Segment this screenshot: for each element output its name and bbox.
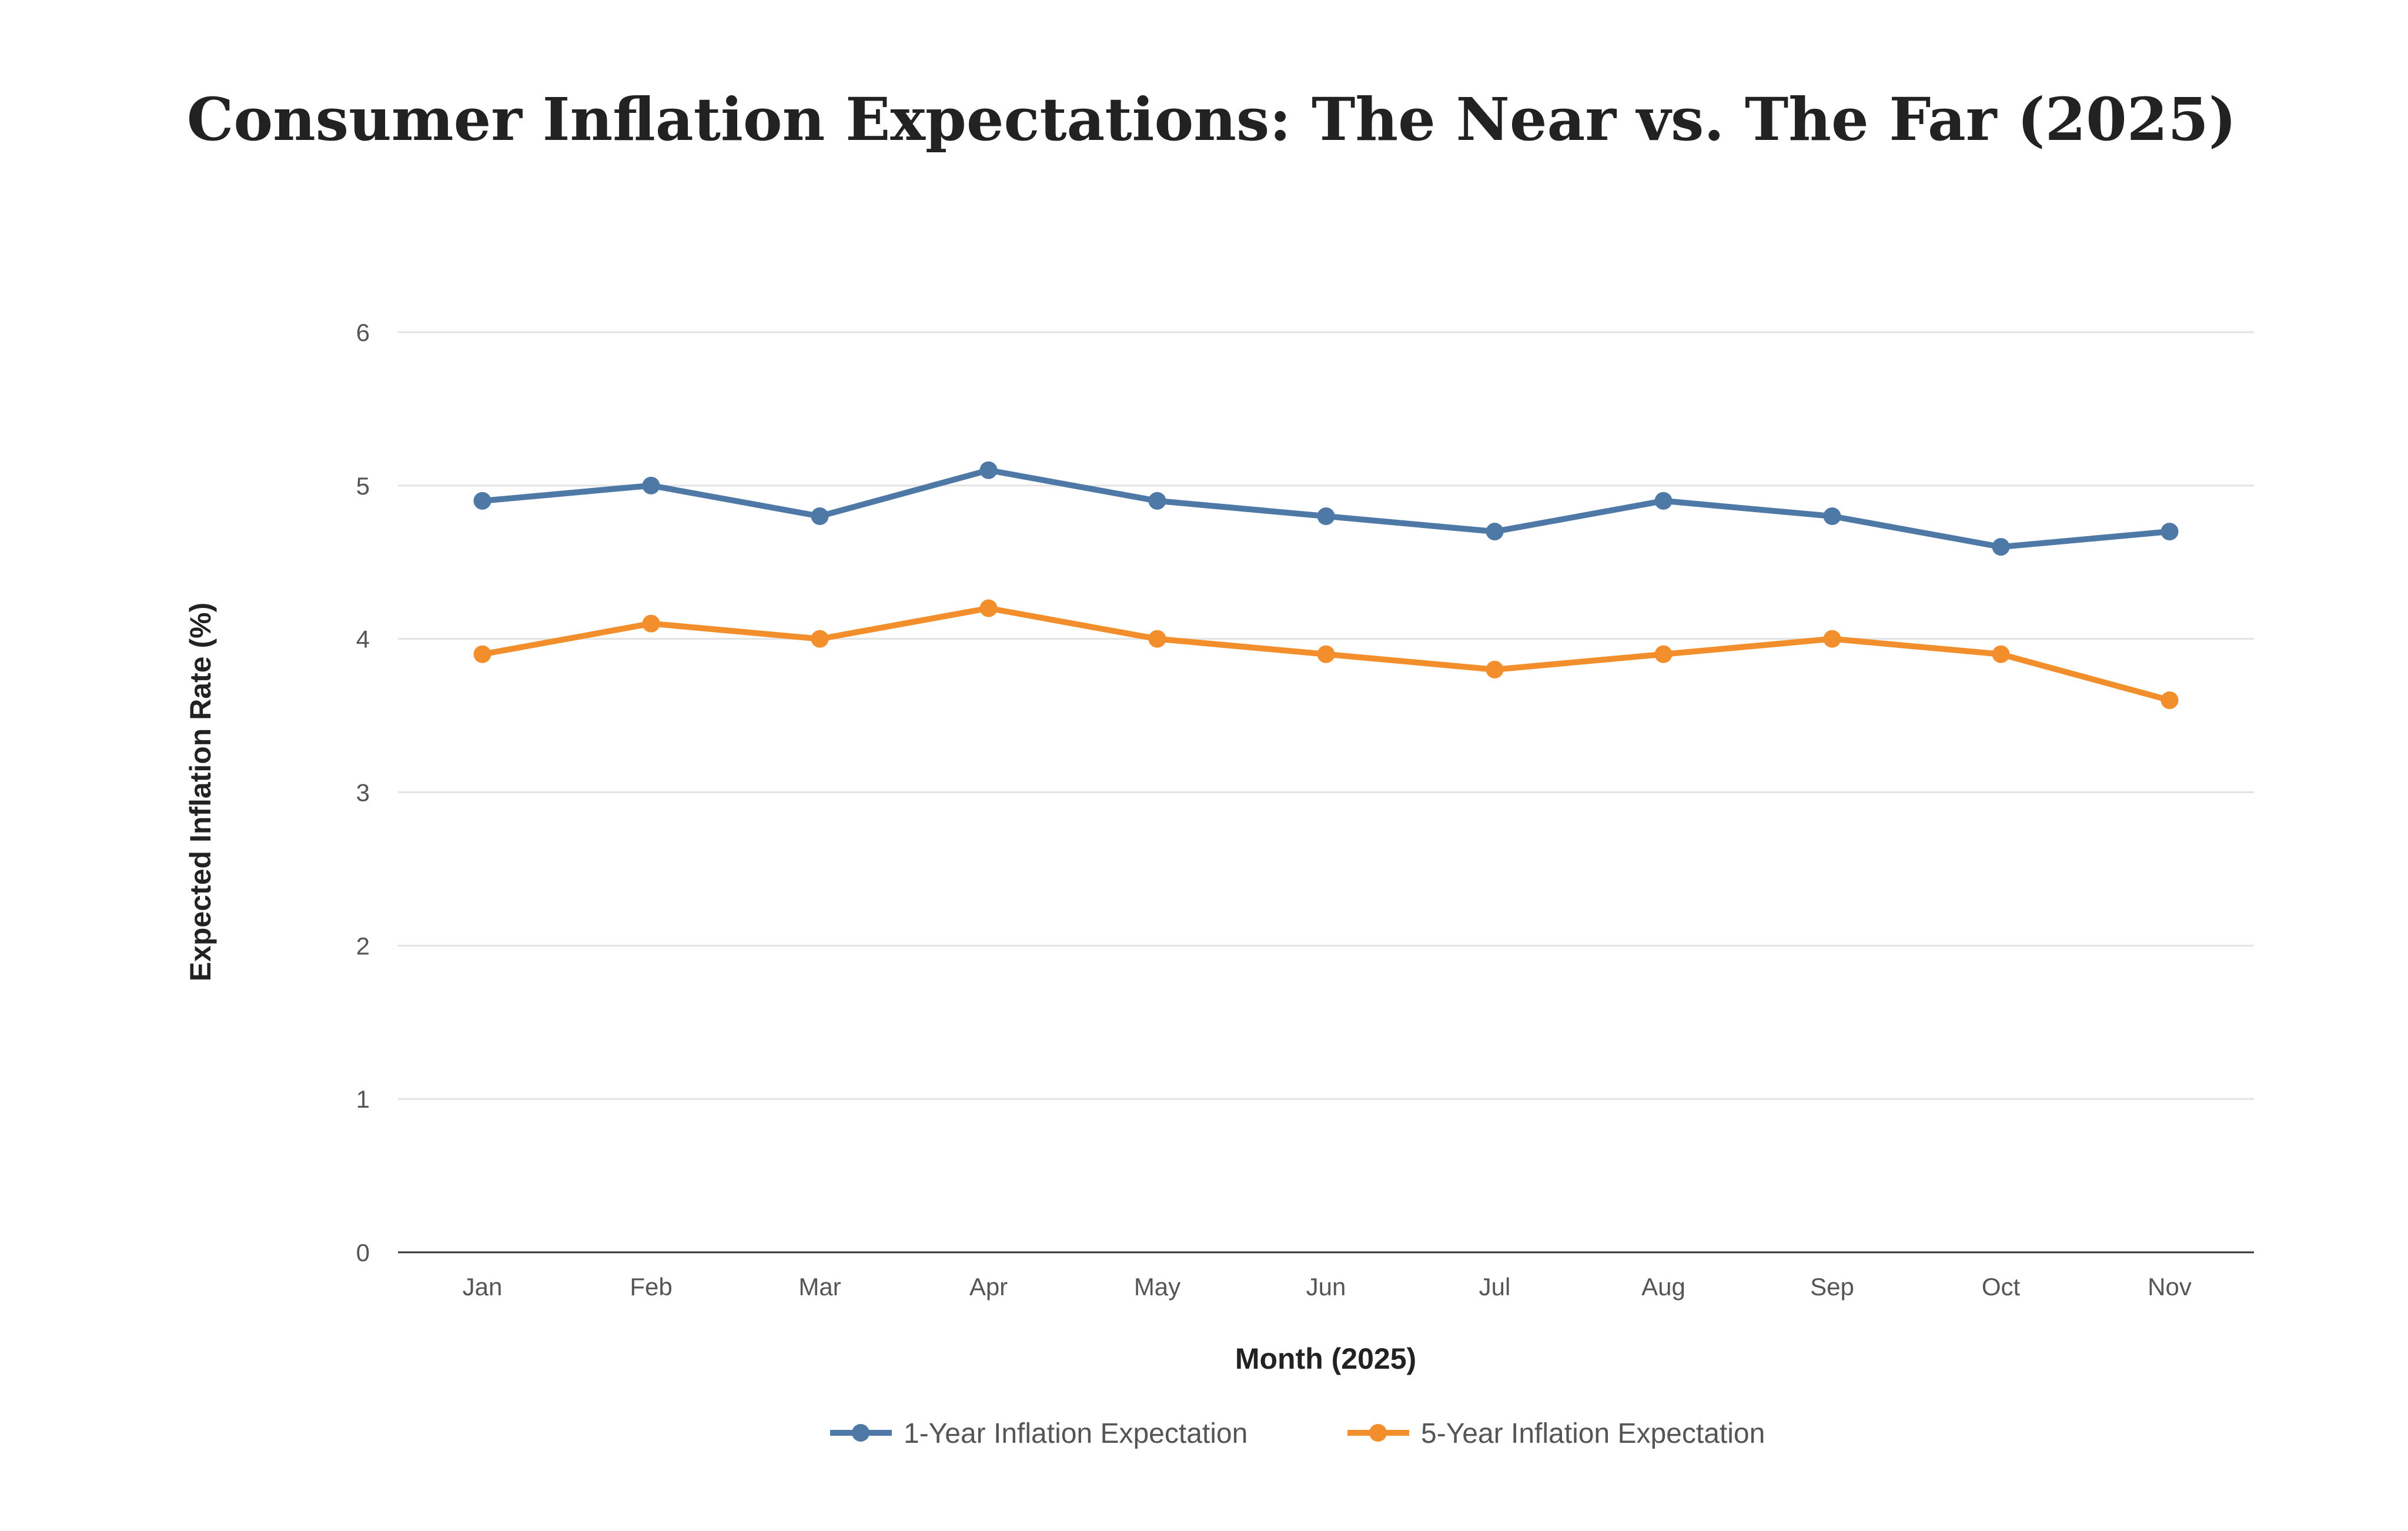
legend-label: 1-Year Inflation Expectation: [904, 1418, 1248, 1449]
data-point: [642, 476, 660, 494]
data-point: [811, 507, 829, 525]
y-axis-ticks: 0 1 2 3 4 5 6: [356, 319, 370, 1266]
legend-dot-marker: [1369, 1424, 1387, 1442]
data-point: [642, 614, 660, 633]
x-tick-label: Apr: [969, 1273, 1008, 1301]
data-point: [473, 645, 491, 663]
legend: 1-Year Inflation Expectation 5-Year Infla…: [830, 1418, 1765, 1449]
x-tick-label: Oct: [1982, 1273, 2021, 1301]
chart-title: Consumer Inflation Expectations: The Nea…: [187, 85, 2236, 154]
series-group: [473, 461, 2179, 709]
y-axis-label: Expected Inflation Rate (%): [184, 603, 217, 982]
x-tick-label: Nov: [2148, 1273, 2192, 1301]
data-point: [1148, 630, 1166, 648]
y-tick-label: 5: [356, 472, 370, 500]
y-tick-label: 0: [356, 1239, 370, 1266]
legend-item-2[interactable]: 5-Year Inflation Expectation: [1347, 1418, 1765, 1449]
data-point: [1992, 538, 2010, 556]
x-tick-label: Jan: [463, 1273, 503, 1301]
x-tick-label: Mar: [798, 1273, 841, 1301]
series-2: [473, 599, 2179, 709]
x-tick-label: Jun: [1306, 1273, 1346, 1301]
x-tick-label: Jul: [1479, 1273, 1511, 1301]
data-point: [979, 461, 998, 479]
data-point: [1823, 630, 1841, 648]
x-tick-label: Feb: [630, 1273, 672, 1301]
y-tick-label: 4: [356, 626, 370, 653]
data-point: [1486, 660, 1504, 678]
x-axis-label: Month (2025): [1235, 1342, 1416, 1375]
y-tick-label: 3: [356, 779, 370, 807]
data-point: [1317, 645, 1335, 663]
x-tick-label: May: [1134, 1273, 1180, 1301]
x-axis-ticks: Jan Feb Mar Apr May Jun Jul Aug Sep Oct Nov: [463, 1273, 2192, 1301]
data-point: [1992, 645, 2010, 663]
data-point: [1486, 523, 1504, 541]
data-point: [473, 492, 491, 510]
series-1: [473, 461, 2179, 556]
data-point: [1823, 507, 1841, 525]
data-point: [1654, 492, 1673, 510]
data-point: [1148, 492, 1166, 510]
grid: [398, 331, 2254, 1100]
y-tick-label: 2: [356, 932, 370, 960]
y-tick-label: 6: [356, 319, 370, 346]
y-tick-label: 1: [356, 1085, 370, 1113]
x-tick-label: Aug: [1641, 1273, 1685, 1301]
legend-dot-marker: [852, 1424, 869, 1442]
x-tick-label: Sep: [1810, 1273, 1854, 1301]
data-point: [979, 599, 998, 617]
data-point: [2160, 523, 2179, 541]
data-point: [1654, 645, 1673, 663]
data-point: [811, 630, 829, 648]
data-point: [1317, 507, 1335, 525]
legend-label: 5-Year Inflation Expectation: [1421, 1418, 1765, 1449]
legend-item-1[interactable]: 1-Year Inflation Expectation: [830, 1418, 1248, 1449]
data-point: [2160, 691, 2179, 709]
